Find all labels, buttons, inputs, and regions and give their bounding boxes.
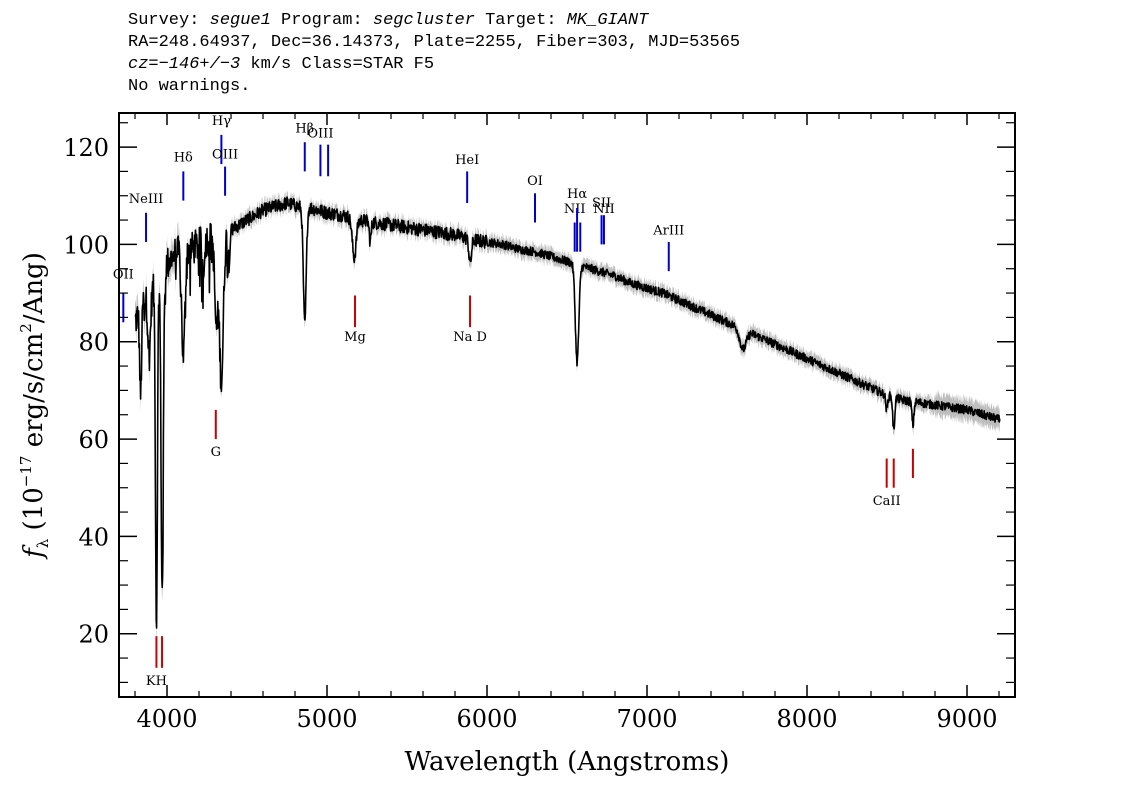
header-line-warnings: No warnings. (128, 77, 251, 96)
y-tick-label: 120 (63, 134, 109, 162)
y-axis-title: fλ (10−17 erg/s/cm2/Ang) (17, 252, 52, 560)
line-marker-label: OI (527, 174, 543, 189)
cz-label: cz (128, 55, 149, 74)
cz-equals: = (148, 55, 159, 74)
x-tick-label: 4000 (136, 705, 197, 733)
y-tick-label: 100 (63, 231, 109, 259)
survey-value: segue1 (209, 11, 271, 30)
line-marker-label: ArIII (652, 224, 684, 239)
line-marker-label: NII (564, 202, 586, 217)
plot-frame (118, 112, 1016, 698)
target-value: MK_GIANT (566, 11, 649, 30)
line-marker-label: KH (146, 674, 167, 689)
line-marker-label: NII (593, 202, 615, 217)
x-tick-label: 5000 (296, 705, 357, 733)
line-marker-label: SII (592, 196, 611, 211)
line-marker-label: Hβ (295, 121, 314, 136)
line-marker-label: Hδ (174, 151, 193, 166)
spectrum-series (134, 189, 1001, 643)
line-marker-label: Hα (567, 187, 587, 202)
program-value: segcluster (372, 11, 475, 30)
program-label: Program: (270, 11, 373, 30)
header-line-coordinates: RA=248.64937, Dec=36.14373, Plate=2255, … (128, 33, 741, 52)
x-tick-label: 8000 (776, 705, 837, 733)
axis-ticks: 4000 5000 6000 7000 8000 9000 20 40 60 80 100 120 (63, 113, 1015, 733)
header-line-survey: Survey: segue1 Program: segcluster Targe… (128, 10, 740, 32)
spectrum-header: Survey: segue1 Program: segcluster Targe… (128, 10, 740, 98)
survey-label: Survey: (128, 11, 210, 30)
y-tick-label: 60 (78, 426, 109, 454)
line-marker-label: Mg (344, 330, 366, 345)
y-tick-label: 20 (78, 621, 109, 649)
target-label: Target: (474, 11, 567, 30)
x-tick-label: 9000 (936, 705, 997, 733)
x-axis-title: Wavelength (Angstroms) (405, 747, 730, 777)
line-markers: OIINeIIIHδHγOIIIHβOIIIHeIOINIIHαSIINIIAr… (113, 114, 914, 689)
line-marker-label: Na D (453, 330, 487, 345)
line-marker-label: HeI (455, 153, 479, 168)
header-line-redshift: cz=−146+/−3 km/s Class=STAR F5 (128, 54, 740, 76)
line-marker-label: OII (113, 267, 134, 282)
cz-value: −146+/−3 (158, 55, 241, 74)
line-marker-label: G (211, 445, 221, 460)
line-marker-label: OIII (212, 147, 238, 162)
spectrum-line (134, 196, 1001, 629)
x-tick-label: 6000 (456, 705, 517, 733)
line-marker-label: CaII (873, 494, 901, 509)
line-marker-label: NeIII (129, 192, 163, 207)
line-marker-label: OIII (307, 126, 333, 141)
cz-class: km/s Class=STAR F5 (240, 55, 435, 74)
y-tick-label: 40 (78, 523, 109, 551)
y-tick-label: 80 (78, 329, 109, 357)
x-tick-label: 7000 (616, 705, 677, 733)
line-marker-label: Hγ (212, 114, 231, 129)
